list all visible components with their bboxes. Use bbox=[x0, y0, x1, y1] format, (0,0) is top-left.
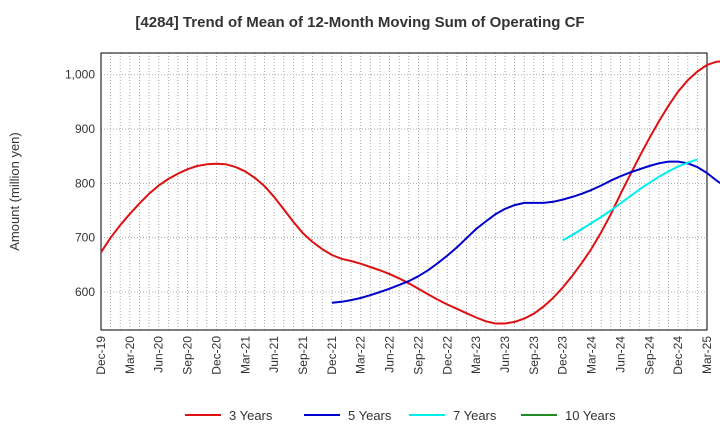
legend-label: 3 Years bbox=[229, 407, 273, 423]
y-tick-label: 900 bbox=[75, 122, 95, 136]
y-tick-label: 700 bbox=[75, 231, 95, 245]
x-tick-label: Sep-24 bbox=[642, 336, 656, 375]
legend-label: 7 Years bbox=[453, 407, 497, 423]
x-tick-label: Jun-21 bbox=[267, 336, 281, 373]
legend-swatch bbox=[304, 414, 340, 416]
x-tick-label: Mar-22 bbox=[354, 336, 368, 374]
legend-item: 5 Years bbox=[304, 405, 391, 425]
y-tick-label: 600 bbox=[75, 285, 95, 299]
x-tick-label: Dec-19 bbox=[94, 336, 108, 375]
x-tick-label: Sep-23 bbox=[527, 336, 541, 375]
y-tick-label: 1,000 bbox=[65, 68, 95, 82]
grid-layer bbox=[101, 53, 707, 330]
legend-swatch bbox=[185, 414, 221, 416]
x-tick-label: Jun-23 bbox=[498, 336, 512, 373]
x-tick-label: Jun-24 bbox=[613, 336, 627, 373]
legend-swatch bbox=[409, 414, 445, 416]
y-tick-label: 800 bbox=[75, 176, 95, 190]
x-tick-label: Dec-20 bbox=[209, 336, 223, 375]
legend-item: 3 Years bbox=[185, 405, 272, 425]
legend-label: 5 Years bbox=[348, 407, 392, 423]
legend-swatch bbox=[521, 414, 557, 416]
x-tick-label: Jun-20 bbox=[152, 336, 166, 373]
x-tick-label: Mar-24 bbox=[585, 336, 599, 374]
legend-item: 10 Years bbox=[521, 405, 616, 425]
x-tick-label: Dec-21 bbox=[325, 336, 339, 375]
legend-label: 10 Years bbox=[565, 407, 616, 423]
x-tick-label: Sep-22 bbox=[411, 336, 425, 375]
series-line-7-years bbox=[562, 158, 698, 242]
x-tick-labels: Dec-19 Mar-20 Jun-20 Sep-20 Dec-20 Mar-21 Jun-… bbox=[94, 336, 714, 375]
x-tick-label: Dec-22 bbox=[440, 336, 454, 375]
series-layer bbox=[100, 60, 720, 325]
x-tick-label: Dec-24 bbox=[671, 336, 685, 375]
x-tick-label: Mar-23 bbox=[469, 336, 483, 374]
y-tick-labels: 600 700 800 900 1,000 bbox=[65, 68, 95, 299]
x-tick-label: Mar-25 bbox=[700, 336, 714, 374]
x-tick-label: Mar-21 bbox=[238, 336, 252, 374]
series-line-3-years bbox=[100, 60, 720, 325]
x-tick-label: Jun-22 bbox=[383, 336, 397, 373]
x-tick-label: Dec-23 bbox=[556, 336, 570, 375]
legend: 3 Years 5 Years 7 Years 10 Years bbox=[0, 405, 720, 425]
plot-frame bbox=[100, 52, 708, 331]
x-tick-label: Mar-20 bbox=[123, 336, 137, 374]
x-tick-label: Sep-21 bbox=[296, 336, 310, 375]
legend-item: 7 Years bbox=[409, 405, 496, 425]
y-axis-label: Amount (million yen) bbox=[7, 132, 22, 251]
series-line-5-years bbox=[331, 160, 720, 304]
x-tick-label: Sep-20 bbox=[181, 336, 195, 375]
chart-title: [4284] Trend of Mean of 12-Month Moving … bbox=[135, 14, 585, 31]
